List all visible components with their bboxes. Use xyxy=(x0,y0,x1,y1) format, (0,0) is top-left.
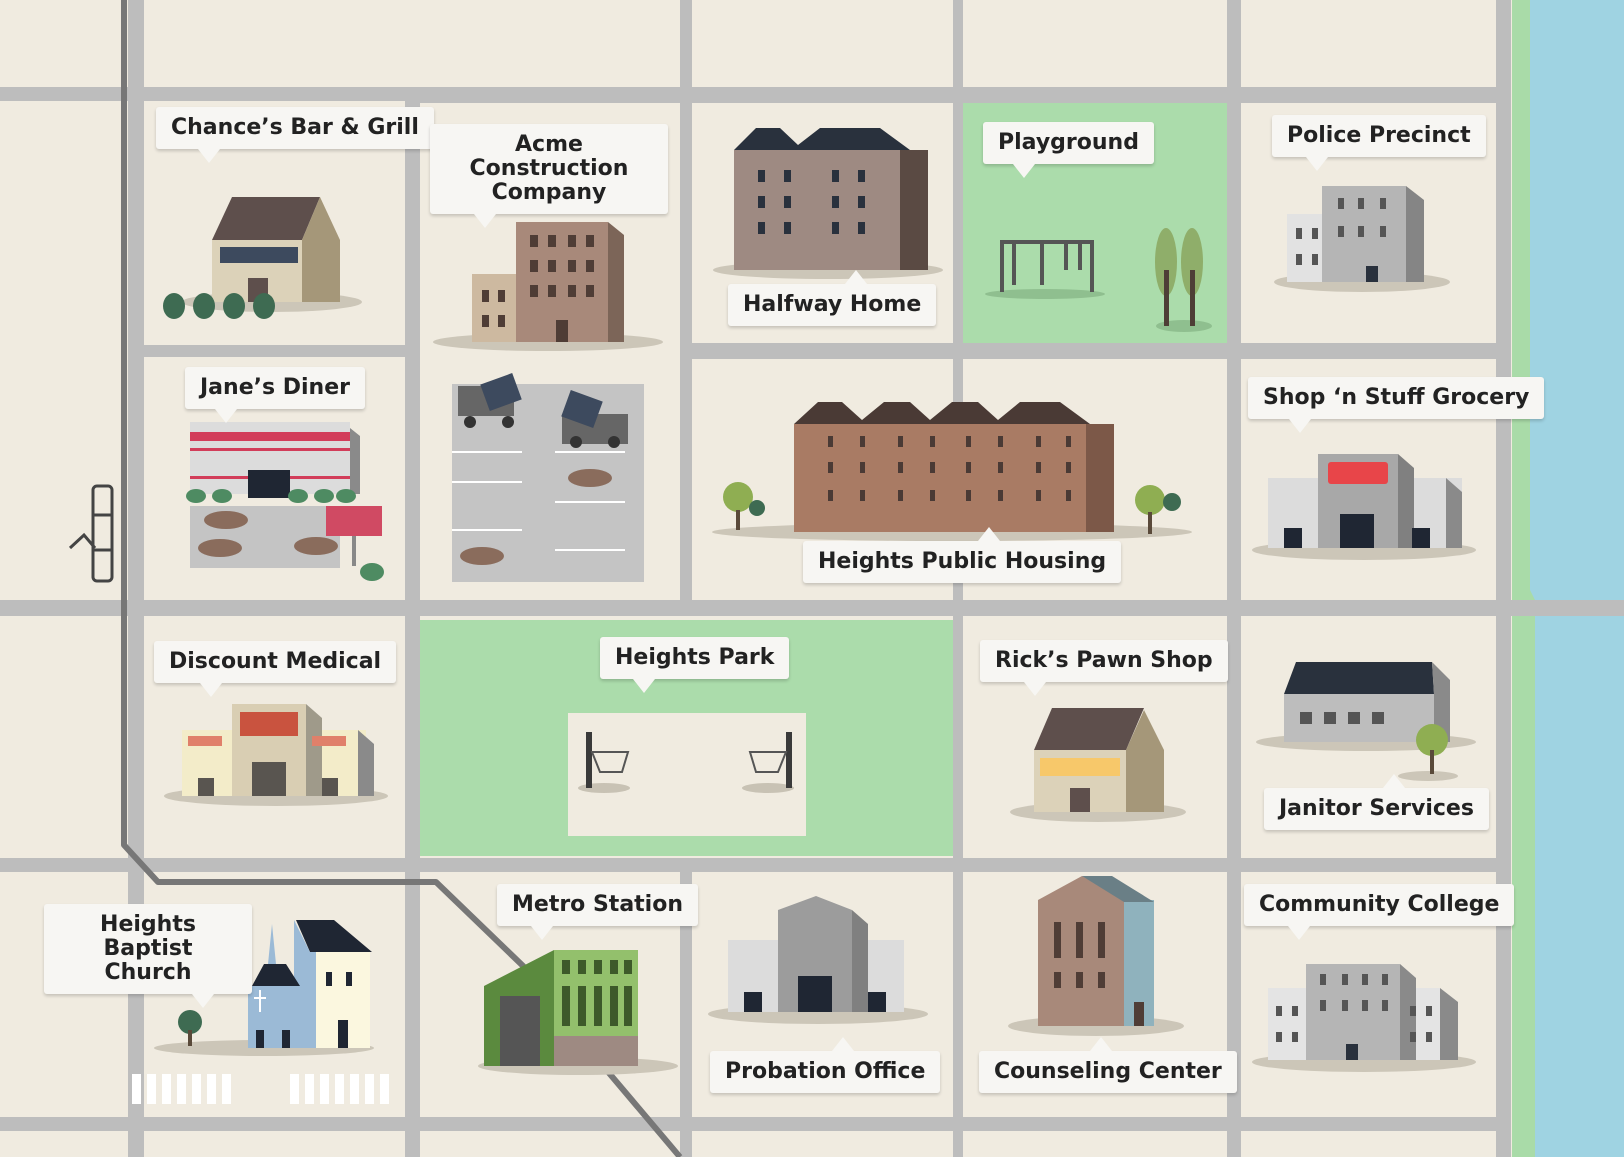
label-janes-diner[interactable]: Jane’s Diner xyxy=(185,367,365,423)
label-heights-park[interactable]: Heights Park xyxy=(600,637,790,693)
police-precinct-building xyxy=(1274,186,1450,292)
heights-baptist-church-building xyxy=(132,920,389,1104)
metro-train xyxy=(68,484,114,583)
label-counseling-center[interactable]: Counseling Center xyxy=(979,1037,1237,1093)
shop-n-stuff-building xyxy=(1252,454,1476,560)
label-community-college[interactable]: Community College xyxy=(1244,884,1515,940)
label-chances-bar-grill[interactable]: Chance’s Bar & Grill xyxy=(156,107,434,163)
basketball-hoops xyxy=(578,732,794,793)
playground-equipment xyxy=(985,228,1212,332)
discount-medical-building xyxy=(164,704,388,806)
label-police-precinct[interactable]: Police Precinct xyxy=(1272,115,1486,171)
label-janitor-services[interactable]: Janitor Services xyxy=(1264,774,1489,830)
janitor-services-building xyxy=(1256,662,1476,781)
janes-diner-building xyxy=(186,422,384,581)
label-heights-public-housing[interactable]: Heights Public Housing xyxy=(803,527,1122,583)
metro-line xyxy=(121,0,683,1157)
probation-office-building xyxy=(708,896,928,1024)
counseling-center-building xyxy=(1008,876,1184,1036)
label-halfway-home[interactable]: Halfway Home xyxy=(728,270,937,326)
chances-bar-building xyxy=(163,197,362,319)
halfway-home-building xyxy=(713,128,943,279)
label-probation-office[interactable]: Probation Office xyxy=(710,1037,941,1093)
label-shop-n-stuff[interactable]: Shop ‘n Stuff Grocery xyxy=(1248,377,1545,433)
community-college-building xyxy=(1252,964,1476,1072)
ricks-pawn-shop-building xyxy=(1010,708,1186,822)
label-metro-station[interactable]: Metro Station xyxy=(497,884,698,940)
label-discount-medical[interactable]: Discount Medical xyxy=(154,641,397,697)
label-acme-construction[interactable]: Acme Construction Company xyxy=(430,124,668,228)
heights-public-housing-building xyxy=(712,402,1192,541)
metro-station-building xyxy=(478,950,678,1075)
river xyxy=(1530,0,1624,1157)
acme-construction-building xyxy=(433,222,663,582)
label-heights-baptist-church[interactable]: Heights Baptist Church xyxy=(44,904,252,1008)
basketball-court xyxy=(568,713,806,836)
label-playground[interactable]: Playground xyxy=(983,122,1154,178)
label-ricks-pawn-shop[interactable]: Rick’s Pawn Shop xyxy=(980,640,1228,696)
